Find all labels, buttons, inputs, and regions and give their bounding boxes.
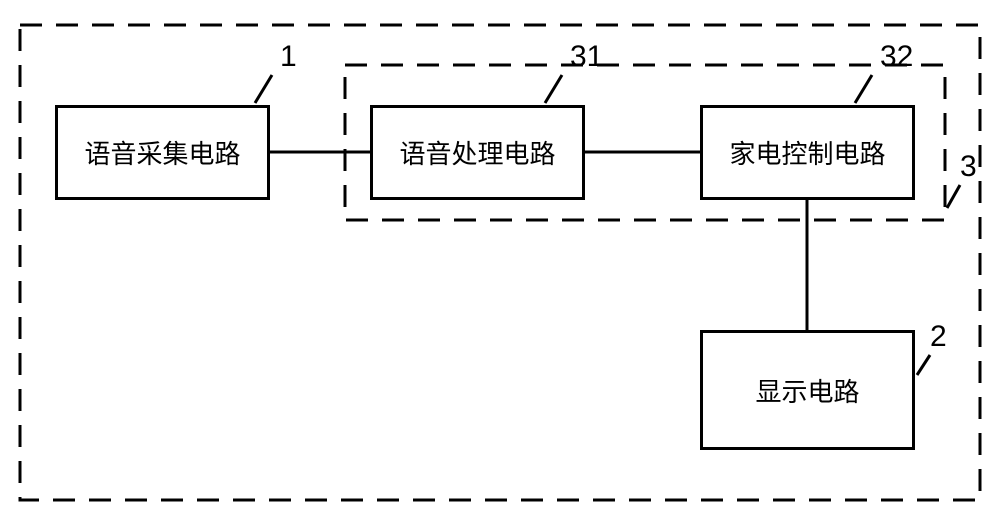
node-appliance-control-circuit: 家电控制电路	[700, 105, 915, 200]
node-display-circuit: 显示电路	[700, 330, 915, 450]
ref-label-1: 1	[280, 40, 297, 74]
tick-label-2	[917, 355, 930, 375]
node-display-label: 显示电路	[755, 372, 859, 409]
tick-label-32	[855, 75, 872, 103]
node-voice-capture-circuit: 语音采集电路	[55, 105, 270, 200]
ref-label-31: 31	[570, 40, 603, 74]
ref-label-2: 2	[930, 320, 947, 354]
node-voice-processing-circuit: 语音处理电路	[370, 105, 585, 200]
node-voice-capture-label: 语音采集电路	[84, 134, 240, 171]
node-appliance-control-label: 家电控制电路	[729, 134, 885, 171]
tick-label-1	[255, 75, 272, 103]
ref-label-32: 32	[880, 40, 913, 74]
tick-label-31	[545, 75, 562, 103]
diagram-stage: 语音采集电路 语音处理电路 家电控制电路 显示电路 1 31 32 3 2	[0, 0, 1000, 527]
node-voice-processing-label: 语音处理电路	[399, 134, 555, 171]
ref-label-3: 3	[960, 150, 977, 184]
tick-label-3	[947, 185, 960, 208]
